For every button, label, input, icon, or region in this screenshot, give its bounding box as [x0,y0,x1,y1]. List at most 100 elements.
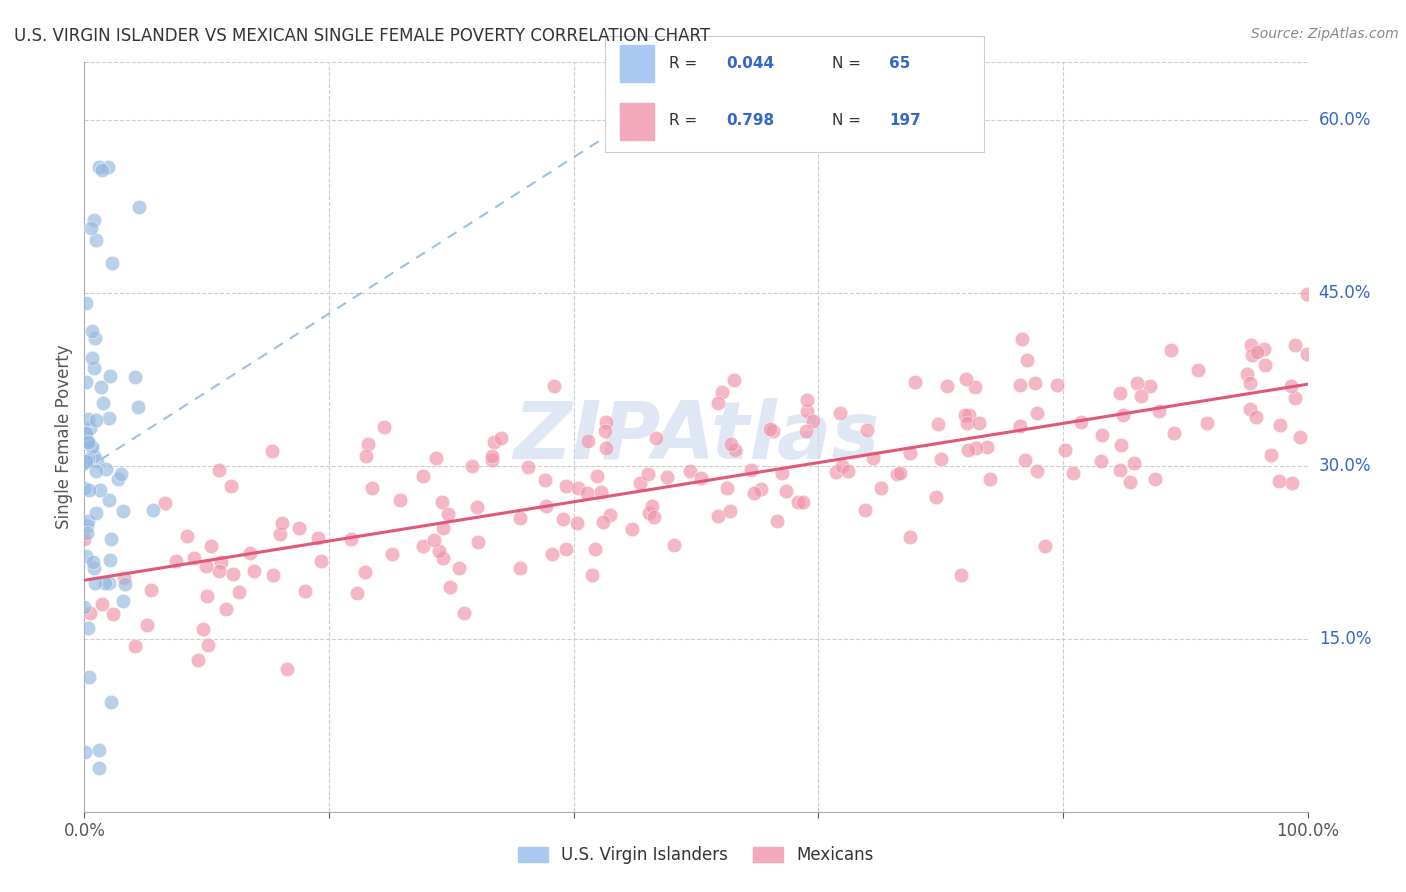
Point [75,375,97,389]
Point [690,471,713,485]
Point [592,515,614,529]
Point [1011,332,1033,346]
Point [775,483,797,498]
Point [437,507,460,521]
Point [1268,417,1291,432]
Point [796,404,818,418]
Point [79,421,101,435]
Point [787,495,810,509]
Point [439,580,461,594]
Point [1090,453,1112,467]
Point [1284,338,1306,352]
Point [98,493,121,508]
Point [1144,472,1167,486]
Point [565,516,588,531]
Point [357,437,380,451]
Point [898,446,921,460]
Point [853,503,876,517]
Point [1026,464,1049,478]
Point [936,379,959,393]
Point [620,522,643,536]
Point [209,555,232,569]
Point [595,415,617,429]
Point [430,495,453,509]
Point [770,467,793,481]
Point [716,481,738,495]
Point [1289,430,1312,444]
Point [83,360,105,375]
Text: R =: R = [669,56,697,71]
Text: 197: 197 [889,112,921,128]
Point [124,370,146,384]
Point [898,530,921,544]
Point [83,449,105,463]
Point [870,481,893,495]
Point [655,470,678,484]
Point [1295,347,1317,361]
Point [262,568,284,582]
Point [127,400,149,414]
Point [84,575,107,590]
Point [1279,379,1302,393]
Point [516,460,538,475]
Point [1015,353,1038,368]
Point [925,490,948,504]
Point [243,564,266,578]
Point [481,450,503,464]
Point [100,532,122,546]
Point [86,453,108,467]
Point [84,233,107,247]
Point [742,486,765,500]
Point [956,442,979,457]
Point [262,443,284,458]
Point [645,431,668,445]
Point [837,464,859,478]
Point [862,450,884,465]
Point [1109,437,1132,451]
Point [1253,343,1275,357]
Point [94,462,117,476]
Point [112,594,135,608]
Point [77,514,100,528]
Point [269,526,291,541]
Point [73,532,96,546]
Point [107,472,129,486]
Point [346,586,368,600]
Text: 60.0%: 60.0% [1319,112,1371,129]
Point [83,561,105,575]
Point [97,161,120,175]
Point [965,441,987,455]
Point [567,481,589,495]
Text: Source: ZipAtlas.com: Source: ZipAtlas.com [1251,27,1399,41]
Point [1122,456,1144,470]
Point [73,599,96,614]
Point [1267,474,1289,488]
Point [1246,345,1268,359]
Point [89,742,111,756]
Point [114,577,136,591]
Point [889,466,911,480]
Bar [620,103,654,140]
Point [80,220,103,235]
Point [595,441,617,455]
Point [792,495,814,509]
Point [110,467,132,482]
Point [80,440,103,454]
Point [75,454,97,468]
Point [751,483,773,497]
Point [215,602,238,616]
Bar [620,45,654,82]
Point [707,509,730,524]
Point [1010,419,1032,434]
Point [100,695,122,709]
Point [79,435,101,450]
Point [953,408,976,422]
Point [856,423,879,437]
Point [1281,475,1303,490]
Point [1008,378,1031,392]
Point [643,510,665,524]
Point [82,324,104,338]
Point [720,437,742,451]
Point [294,584,316,599]
Point [638,506,661,520]
